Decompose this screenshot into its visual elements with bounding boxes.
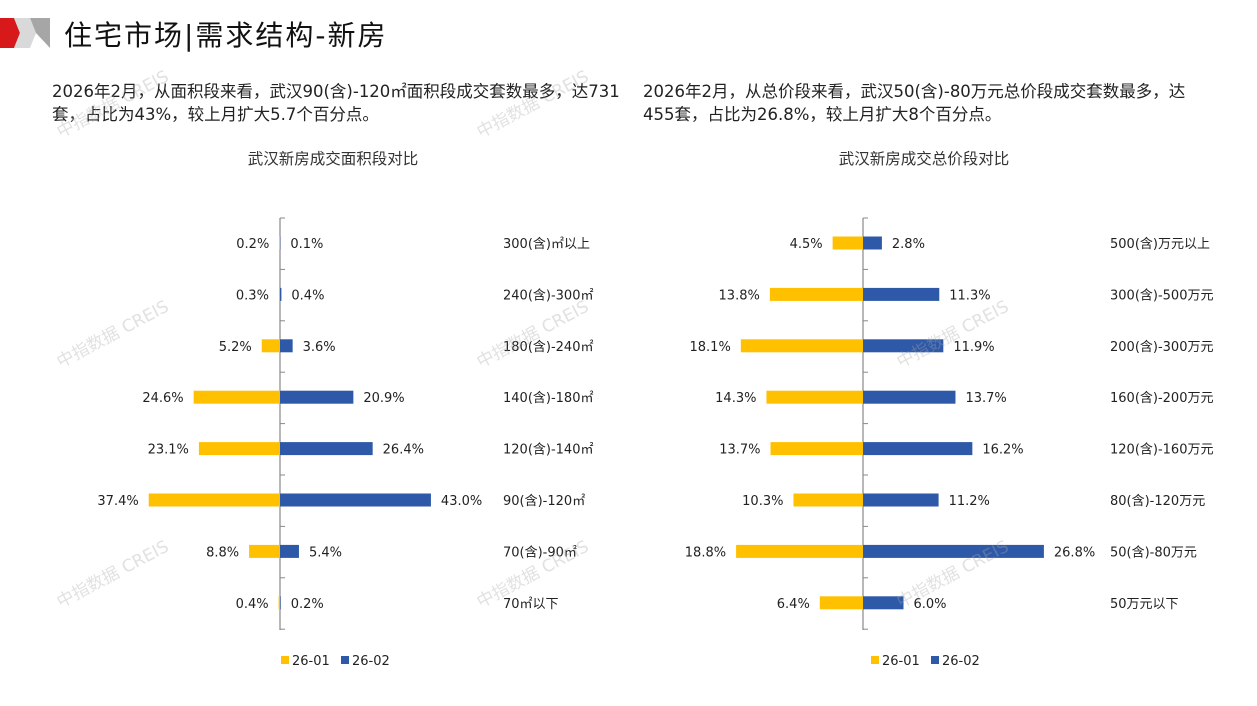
data-label-26-02: 11.9%: [953, 340, 994, 355]
category-label: 90(含)-120㎡: [503, 493, 585, 509]
bar-26-01: [198, 442, 280, 456]
data-label-26-02: 16.2%: [982, 443, 1023, 458]
bar-26-02: [863, 442, 973, 456]
bar-26-02: [863, 596, 904, 610]
bar-26-02: [280, 442, 373, 456]
bar-26-02: [280, 596, 281, 610]
area-chart: 0.2% 0.1% 300(含)㎡以上 0.3% 0.4% 240(含)-300㎡ 5.2%…: [97, 217, 593, 669]
bar-26-02: [863, 236, 882, 250]
data-label-26-01: 13.7%: [719, 443, 760, 458]
logo-mark-icon: [0, 18, 50, 48]
bar-26-02: [863, 287, 940, 301]
data-label-26-01: 0.2%: [236, 237, 269, 252]
bar-26-01: [249, 544, 280, 558]
category-label: 300(含)-500万元: [1110, 287, 1213, 303]
legend-swatch-26-02: [931, 656, 939, 664]
bar-26-01: [769, 287, 863, 301]
category-label: 70(含)-90㎡: [503, 544, 577, 560]
bar-26-02: [280, 390, 354, 404]
category-label: 50(含)-80万元: [1110, 544, 1197, 560]
data-label-26-01: 37.4%: [97, 494, 138, 509]
category-label: 300(含)㎡以上: [503, 236, 590, 252]
legend-swatch-26-01: [281, 656, 289, 664]
right-chart-title: 武汉新房成交总价段对比: [838, 150, 1010, 168]
bar-26-02: [280, 493, 431, 507]
data-label-26-01: 5.2%: [219, 340, 252, 355]
category-label: 70㎡以下: [503, 597, 559, 612]
category-label: 180(含)-240㎡: [503, 339, 593, 355]
data-label-26-02: 6.0%: [914, 597, 947, 612]
category-label: 50万元以下: [1110, 597, 1179, 612]
data-label-26-02: 5.4%: [309, 545, 342, 560]
bar-26-01: [736, 544, 863, 558]
page-title: 住宅市场|需求结构-新房: [64, 19, 388, 52]
data-label-26-02: 2.8%: [892, 237, 925, 252]
bar-26-02: [280, 544, 299, 558]
legend-swatch-26-02: [341, 656, 349, 664]
bar-26-02: [863, 544, 1044, 558]
bar-26-01: [740, 339, 863, 353]
data-label-26-02: 26.4%: [383, 443, 424, 458]
data-label-26-02: 0.2%: [291, 597, 324, 612]
bar-26-02: [863, 493, 939, 507]
data-label-26-01: 18.1%: [690, 340, 731, 355]
bar-26-02: [280, 287, 282, 301]
data-label-26-02: 20.9%: [363, 391, 404, 406]
legend-swatch-26-01: [871, 656, 879, 664]
legend-label-26-01: 26-01: [292, 654, 330, 669]
bar-26-01: [279, 236, 280, 250]
data-label-26-02: 13.7%: [965, 391, 1006, 406]
bar-26-01: [148, 493, 280, 507]
data-label-26-02: 11.2%: [949, 494, 990, 509]
category-label: 120(含)-140㎡: [503, 442, 593, 458]
category-label: 500(含)万元以上: [1110, 236, 1210, 252]
left-chart-title: 武汉新房成交面积段对比: [247, 150, 419, 168]
data-label-26-01: 18.8%: [685, 545, 726, 560]
right-description: 2026年2月，从总价段来看，武汉50(含)-80万元总价段成交套数最多，达45…: [643, 82, 1186, 124]
data-label-26-01: 8.8%: [206, 545, 239, 560]
data-label-26-02: 26.8%: [1054, 545, 1095, 560]
data-label-26-01: 0.3%: [236, 288, 269, 303]
bar-26-02: [280, 339, 293, 353]
data-label-26-01: 10.3%: [742, 494, 783, 509]
data-label-26-01: 4.5%: [790, 237, 823, 252]
data-label-26-01: 24.6%: [142, 391, 183, 406]
legend-label-26-02: 26-02: [942, 654, 980, 669]
data-label-26-02: 0.1%: [290, 237, 323, 252]
legend-label-26-02: 26-02: [352, 654, 390, 669]
bar-26-01: [819, 596, 863, 610]
data-label-26-01: 6.4%: [777, 597, 810, 612]
data-label-26-01: 23.1%: [148, 443, 189, 458]
data-label-26-01: 14.3%: [715, 391, 756, 406]
bar-26-01: [832, 236, 863, 250]
bar-26-01: [770, 442, 863, 456]
legend-label-26-01: 26-01: [882, 654, 920, 669]
bar-26-02: [863, 339, 944, 353]
data-label-26-02: 43.0%: [441, 494, 482, 509]
category-label: 120(含)-160万元: [1110, 442, 1213, 458]
bar-26-01: [278, 596, 280, 610]
category-label: 200(含)-300万元: [1110, 339, 1213, 355]
data-label-26-02: 3.6%: [303, 340, 336, 355]
data-label-26-02: 11.3%: [949, 288, 990, 303]
bar-26-01: [278, 287, 280, 301]
data-label-26-01: 13.8%: [719, 288, 760, 303]
bar-26-01: [261, 339, 280, 353]
data-label-26-02: 0.4%: [291, 288, 324, 303]
category-label: 160(含)-200万元: [1110, 390, 1213, 406]
bar-26-01: [766, 390, 863, 404]
bar-26-02: [863, 390, 956, 404]
data-label-26-01: 0.4%: [236, 597, 269, 612]
category-label: 140(含)-180㎡: [503, 390, 593, 406]
category-label: 80(含)-120万元: [1110, 493, 1205, 509]
bar-26-01: [193, 390, 280, 404]
left-description: 2026年2月，从面积段来看，武汉90(含)-120㎡面积段成交套数最多，达73…: [52, 82, 620, 124]
bar-26-01: [793, 493, 863, 507]
category-label: 240(含)-300㎡: [503, 287, 593, 303]
